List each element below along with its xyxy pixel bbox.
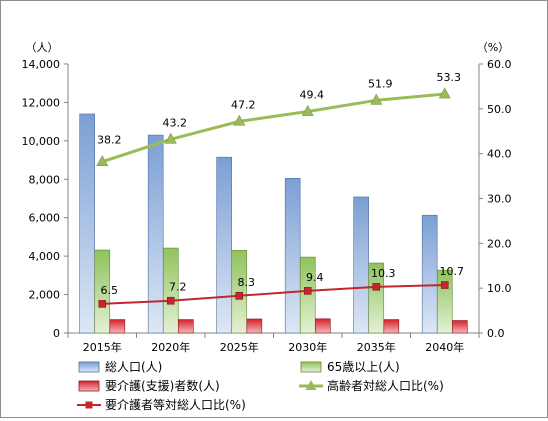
legend-label: 高齢者対総人口比(%) <box>327 378 444 393</box>
line-point-triangle <box>301 104 314 116</box>
left-tick-label: 4,000 <box>29 250 61 263</box>
line-point-square <box>440 281 449 289</box>
legend-label: 総人口(人) <box>105 360 162 374</box>
bar-1 <box>353 196 369 334</box>
bar-1 <box>79 113 95 334</box>
legend-marker <box>85 401 93 409</box>
right-axis-unit: （%） <box>477 41 509 54</box>
bar-3 <box>109 319 126 334</box>
line-point-triangle <box>96 155 109 167</box>
data-label: 7.2 <box>169 281 187 294</box>
right-tick-label: 30.0 <box>487 193 512 206</box>
left-tick-label: 0 <box>53 327 60 340</box>
bar-2 <box>368 262 385 334</box>
x-tick-label: 2020年 <box>151 340 190 354</box>
data-label: 47.2 <box>231 98 256 111</box>
lines-layer <box>96 87 451 308</box>
data-label: 38.2 <box>97 134 122 147</box>
bar-2 <box>436 269 453 334</box>
data-label: 49.4 <box>300 89 325 102</box>
line-point-triangle <box>438 87 451 99</box>
right-tick-label: 60.0 <box>487 58 512 71</box>
data-label: 10.3 <box>371 267 396 280</box>
right-tick-label: 50.0 <box>487 103 512 116</box>
bar-1 <box>147 134 164 334</box>
left-tick-label: 14,000 <box>22 58 61 71</box>
data-label: 10.7 <box>440 265 465 278</box>
left-tick-label: 12,000 <box>22 96 61 109</box>
x-tick-label: 2025年 <box>220 340 259 354</box>
line-point-square <box>235 291 244 300</box>
line-point-square <box>166 296 175 305</box>
axes-layer: 0 2,000 4,000 6,000 8,000 10,000 12,000 14,000 0… <box>22 41 512 354</box>
legend-swatch <box>78 361 100 373</box>
bar-2 <box>231 250 248 334</box>
line-point-triangle <box>164 132 177 144</box>
right-tick-label: 10.0 <box>487 282 512 295</box>
data-label: 53.3 <box>437 71 462 84</box>
legend-label: 要介護者等対総人口比(%) <box>105 397 246 412</box>
x-tick-label: 2035年 <box>357 340 396 354</box>
left-tick-label: 6,000 <box>29 212 61 225</box>
bar-2 <box>299 256 316 334</box>
data-label: 9.4 <box>306 271 324 284</box>
x-tick-label: 2040年 <box>425 340 464 354</box>
legend-label: 要介護(支援)者数(人) <box>105 378 220 393</box>
bar-2 <box>94 249 111 334</box>
line-point-square <box>98 300 107 308</box>
legend-swatch <box>78 380 100 392</box>
bar-3 <box>246 318 263 334</box>
bar-1 <box>284 178 301 334</box>
bar-1 <box>421 214 438 334</box>
legend: 総人口(人) 65歳以上(人) 要介護(支援)者数(人) 高齢者対総人口比(%) 要介護… <box>77 360 444 412</box>
bar-3 <box>315 318 331 334</box>
bar-3 <box>178 319 194 334</box>
left-axis-unit: （人） <box>26 41 59 54</box>
line-point-square <box>303 287 312 295</box>
bar-3 <box>452 320 468 334</box>
data-label: 8.3 <box>238 276 256 289</box>
left-tick-label: 2,000 <box>29 289 61 302</box>
line-point-triangle <box>370 93 383 105</box>
bar-1 <box>216 156 232 334</box>
right-tick-label: 20.0 <box>487 237 512 250</box>
line-series-2 <box>102 284 445 305</box>
line-point-triangle <box>233 114 246 126</box>
x-tick-label: 2015年 <box>83 340 122 354</box>
x-tick-label: 2030年 <box>288 340 327 354</box>
data-label: 6.5 <box>101 284 119 297</box>
legend-swatch <box>300 361 322 373</box>
data-label: 43.2 <box>163 116 188 129</box>
labels-layer: 38.2 43.2 47.2 49.4 51.9 53.3 6.5 7.2 8.3 9.4 10.3… <box>97 71 464 297</box>
left-tick-label: 8,000 <box>29 173 61 186</box>
legend-label: 65歳以上(人) <box>327 360 400 374</box>
bar-2 <box>162 247 179 334</box>
left-tick-label: 10,000 <box>22 135 61 148</box>
data-label: 51.9 <box>368 77 393 90</box>
bars-layer <box>79 113 468 334</box>
right-tick-label: 0.0 <box>487 327 505 340</box>
line-point-square <box>372 283 381 291</box>
right-tick-label: 40.0 <box>487 148 512 161</box>
bar-3 <box>383 319 400 334</box>
legend-marker <box>305 380 317 390</box>
line-series-1 <box>101 92 445 164</box>
